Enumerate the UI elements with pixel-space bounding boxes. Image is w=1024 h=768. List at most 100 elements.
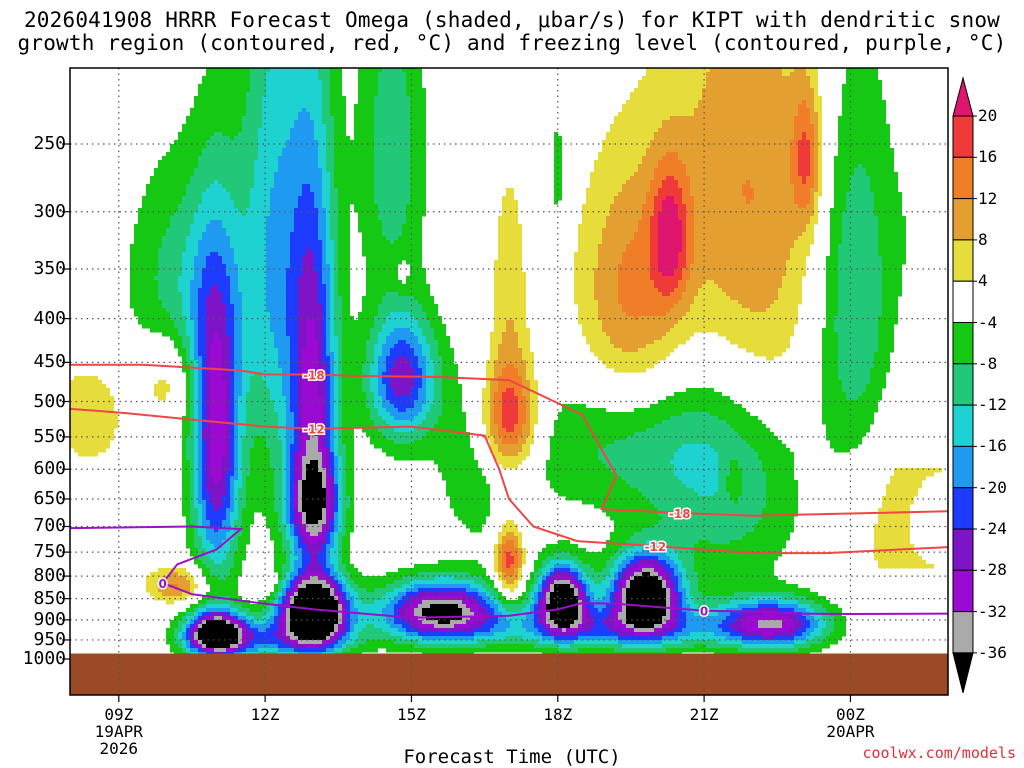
omega-cell <box>274 556 286 561</box>
omega-cell <box>802 100 806 105</box>
omega-cell <box>250 464 270 469</box>
omega-cell <box>738 432 774 437</box>
omega-cell <box>158 268 182 273</box>
omega-cell <box>678 568 686 573</box>
omega-cell <box>594 504 654 509</box>
omega-cell <box>234 348 242 353</box>
omega-cell <box>418 424 434 429</box>
omega-cell <box>222 472 226 477</box>
omega-cell <box>442 372 458 377</box>
omega-cell <box>326 388 330 393</box>
colorbar <box>952 76 977 694</box>
omega-cell <box>434 392 442 397</box>
omega-cell <box>842 380 870 385</box>
omega-cell <box>342 648 350 653</box>
omega-cell <box>218 252 234 257</box>
omega-cell <box>682 232 686 237</box>
omega-cell <box>162 332 178 337</box>
omega-cell <box>338 256 350 261</box>
omega-cell <box>874 208 902 213</box>
omega-cell <box>242 368 282 373</box>
omega-cell <box>298 352 302 357</box>
omega-cell <box>818 152 822 157</box>
omega-cell <box>206 144 258 149</box>
omega-cell <box>834 448 850 453</box>
omega-cell <box>398 236 422 241</box>
omega-cell <box>814 88 818 93</box>
omega-cell <box>622 104 698 109</box>
omega-cell <box>502 452 518 457</box>
omega-cell <box>206 444 210 449</box>
omega-cell <box>618 612 626 617</box>
omega-cell <box>414 416 426 421</box>
omega-cell <box>314 256 322 261</box>
omega-cell <box>322 400 326 405</box>
omega-cell <box>394 616 402 621</box>
omega-cell <box>250 72 266 77</box>
omega-cell <box>794 640 806 645</box>
omega-cell <box>294 420 298 425</box>
omega-cell <box>646 344 678 349</box>
omega-cell <box>322 536 326 541</box>
omega-cell <box>242 356 278 361</box>
omega-cell <box>174 616 182 621</box>
omega-cell <box>210 492 226 497</box>
omega-cell <box>346 616 350 621</box>
omega-cell <box>370 416 382 421</box>
omega-cell <box>278 576 282 581</box>
omega-cell <box>654 280 678 285</box>
omega-cell <box>166 636 174 641</box>
omega-cell <box>186 616 194 621</box>
omega-cell <box>466 588 478 593</box>
omega-cell <box>170 144 206 149</box>
omega-cell <box>482 400 490 405</box>
omega-cell <box>786 260 806 265</box>
omega-cell <box>838 256 882 261</box>
omega-cell <box>818 176 822 181</box>
omega-cell <box>494 408 502 413</box>
omega-cell <box>334 424 338 429</box>
omega-cell <box>318 280 322 285</box>
omega-cell <box>398 592 406 597</box>
omega-cell <box>182 480 190 485</box>
omega-cell <box>366 400 374 405</box>
omega-cell <box>290 376 298 381</box>
freezing-contour-label: 0 <box>700 605 708 619</box>
omega-cell <box>518 340 530 345</box>
omega-cell <box>298 584 306 589</box>
omega-cell <box>598 456 674 461</box>
omega-cell <box>486 644 534 649</box>
omega-cell <box>190 460 194 465</box>
omega-cell <box>302 400 322 405</box>
omega-cell <box>242 640 246 645</box>
omega-cell <box>298 280 318 285</box>
omega-cell <box>378 304 422 309</box>
omega-cell <box>518 560 522 565</box>
omega-cell <box>526 412 530 417</box>
omega-cell <box>322 428 326 433</box>
omega-cell <box>886 484 922 489</box>
omega-cell <box>234 416 238 421</box>
omega-cell <box>266 240 290 245</box>
omega-cell <box>846 204 874 209</box>
omega-cell <box>822 328 834 333</box>
omega-cell <box>318 72 330 77</box>
omega-cell <box>546 628 550 633</box>
omega-cell <box>430 320 442 325</box>
omega-cell <box>238 288 266 293</box>
omega-cell <box>822 348 838 353</box>
omega-cell <box>342 524 346 529</box>
omega-cell <box>398 340 406 345</box>
omega-cell <box>554 580 570 585</box>
omega-cell <box>686 240 694 245</box>
omega-cell <box>426 372 434 377</box>
omega-cell <box>330 92 342 97</box>
omega-cell <box>654 628 662 633</box>
omega-cell <box>730 612 742 617</box>
omega-cell <box>326 440 330 445</box>
omega-cell <box>822 380 842 385</box>
omega-cell <box>326 348 330 353</box>
omega-cell <box>466 592 478 597</box>
omega-cell <box>182 616 186 621</box>
omega-cell <box>242 212 246 217</box>
